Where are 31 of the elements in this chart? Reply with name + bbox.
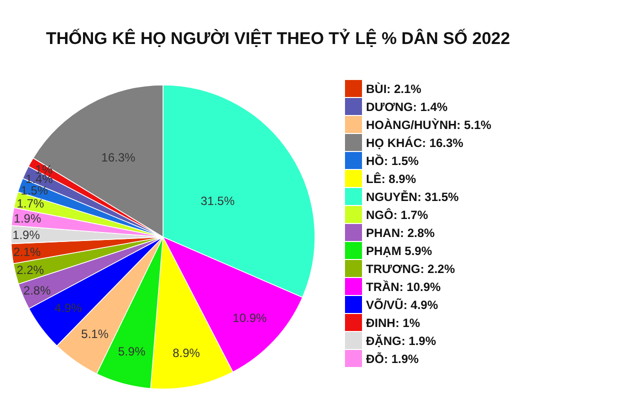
legend-label: DƯƠNG: 1.4% bbox=[366, 100, 448, 114]
legend-label: ĐẶNG: 1.9% bbox=[366, 334, 436, 348]
legend-label: LÊ: 8.9% bbox=[366, 172, 416, 186]
legend-label: PHẠM 5.9% bbox=[366, 244, 432, 258]
legend-label: HỌ KHÁC: 16.3% bbox=[366, 136, 464, 150]
data-label: 1.7% bbox=[16, 196, 44, 210]
legend-label: ĐỖ: 1.9% bbox=[366, 352, 419, 366]
data-label: 1.5% bbox=[20, 183, 48, 198]
data-label: 4.9% bbox=[54, 301, 82, 316]
data-label: 2.2% bbox=[16, 263, 44, 278]
legend-label: TRƯƠNG: 2.2% bbox=[366, 262, 455, 276]
legend-label: PHAN: 2.8% bbox=[366, 226, 435, 240]
data-label: 16.3% bbox=[101, 150, 136, 164]
data-label: 2.1% bbox=[13, 245, 42, 260]
data-label: 5.1% bbox=[81, 327, 109, 341]
legend-label: HOÀNG/HUỲNH: 5.1% bbox=[366, 118, 492, 132]
legend-label: NGÔ: 1.7% bbox=[366, 208, 428, 222]
data-label: 1.9% bbox=[12, 228, 40, 242]
data-label: 31.5% bbox=[200, 194, 235, 208]
data-label: 2.8% bbox=[23, 284, 52, 298]
legend-label: NGUYỄN: 31.5% bbox=[366, 190, 459, 204]
legend-label: TRẦN: 10.9% bbox=[366, 280, 441, 294]
legend-label: BÙI: 2.1% bbox=[366, 82, 422, 96]
legend-label: HỒ: 1.5% bbox=[366, 154, 419, 168]
legend-label: ĐINH: 1% bbox=[366, 316, 420, 330]
data-label: 1.9% bbox=[14, 212, 42, 226]
data-label: 8.9% bbox=[172, 346, 200, 360]
data-label: 5.9% bbox=[118, 344, 146, 358]
legend-label: VÕ/VŨ: 4.9% bbox=[366, 298, 438, 312]
data-label: 10.9% bbox=[232, 310, 268, 325]
chart-title: THỐNG KÊ HỌ NGƯỜI VIỆT THEO TỶ LỆ % DÂN SỐ 2022 bbox=[46, 29, 510, 49]
